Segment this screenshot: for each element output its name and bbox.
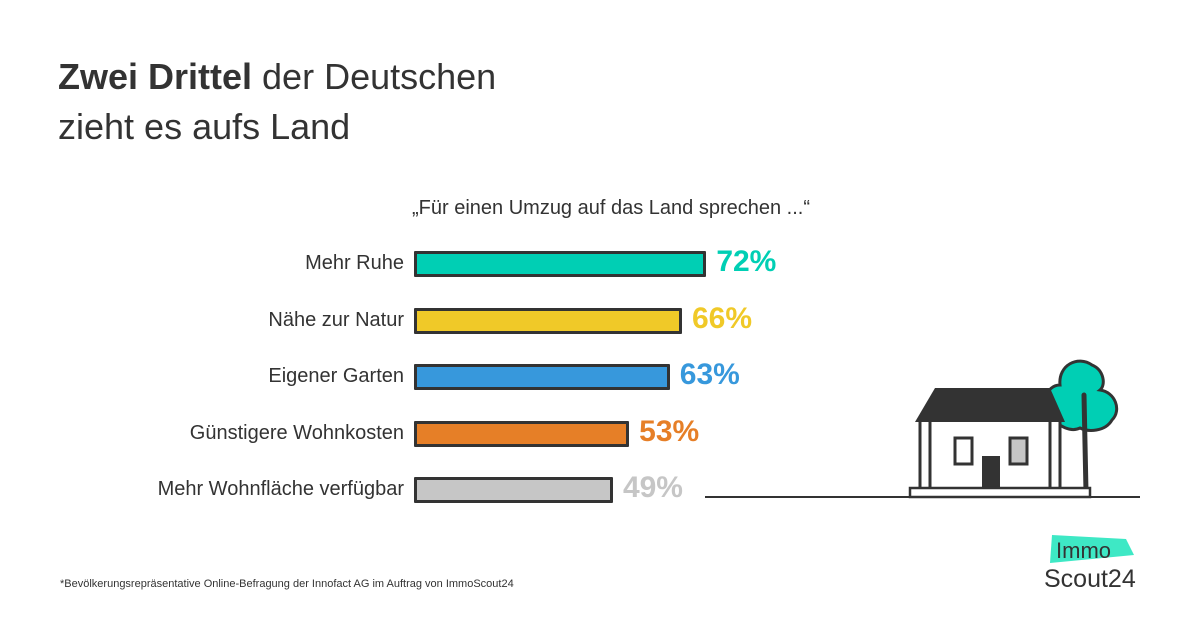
chart-title: Zwei Drittel der Deutschen zieht es aufs… (58, 52, 496, 152)
house-icon (908, 388, 1092, 499)
title-line2: zieht es aufs Land (58, 106, 351, 147)
bar (414, 477, 613, 503)
house-illustration (908, 359, 1119, 499)
value-label: 49% (622, 471, 683, 504)
category-label: Mehr Wohnfläche verfügbar (157, 478, 404, 500)
category-label: Günstigere Wohnkosten (189, 421, 404, 444)
category-label: Nähe zur Natur (268, 308, 404, 331)
bar (414, 420, 630, 447)
value-label: 72% (716, 245, 777, 278)
category-label: Eigener Garten (268, 365, 404, 387)
logo-line1: Immo (1056, 538, 1111, 563)
title-bold: Zwei Drittel (58, 56, 253, 97)
value-label: 53% (639, 414, 700, 448)
value-label: 66% (691, 301, 752, 335)
tree-icon (1044, 359, 1119, 495)
bar (414, 251, 707, 277)
value-label: 63% (679, 358, 740, 391)
chart-subtitle: „Für einen Umzug auf das Land sprechen .… (412, 197, 810, 219)
logo-line2: Scout24 (1044, 565, 1136, 593)
immoscout24-logo: Immo Scout24 (1044, 535, 1136, 593)
bar (414, 364, 670, 390)
bar (414, 307, 682, 334)
footnote: *Bevölkerungsrepräsentative Online-Befra… (60, 578, 514, 590)
title-rest: der Deutschen (252, 56, 497, 97)
category-label: Mehr Ruhe (305, 252, 404, 274)
